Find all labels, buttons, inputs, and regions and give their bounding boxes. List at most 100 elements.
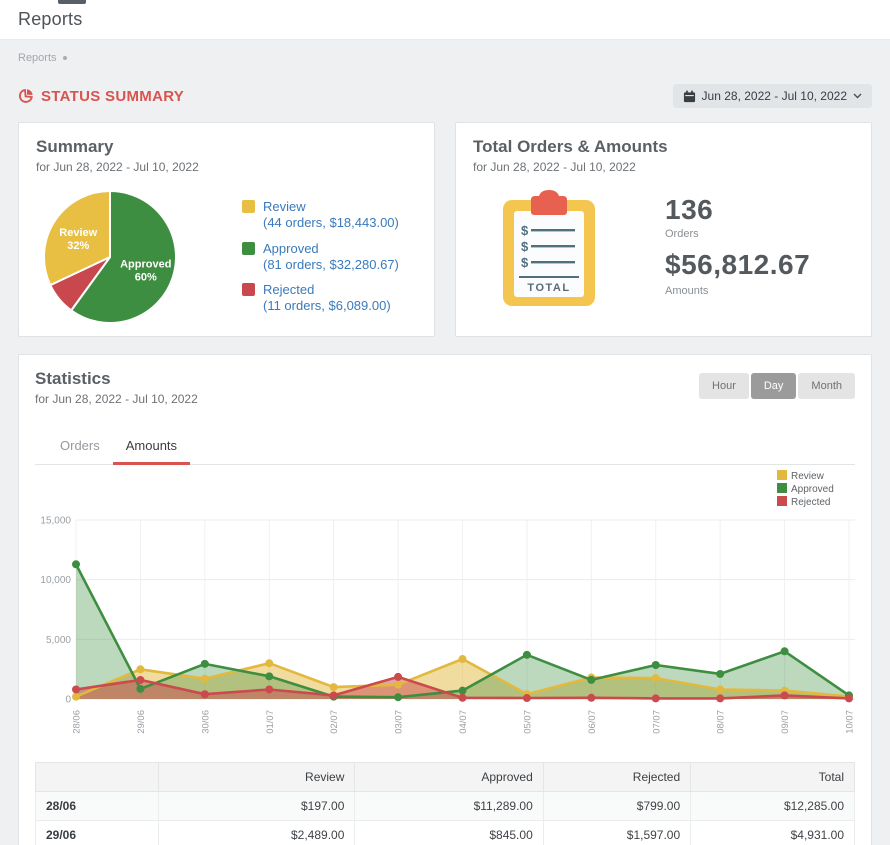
data-point-approved[interactable]: [136, 684, 145, 693]
row-value: $1,597.00: [542, 820, 692, 845]
amounts-table-header: Review Approved Rejected Total: [35, 762, 855, 792]
statistics-title: Statistics: [35, 369, 111, 388]
data-point-rejected[interactable]: [200, 690, 209, 699]
pie-slice-label: Review 32%: [59, 227, 97, 252]
ui-artifact: [58, 0, 86, 4]
data-point-review[interactable]: [394, 680, 403, 689]
x-axis-label: 04/07: [458, 710, 469, 734]
chart-legend-swatch: [777, 470, 787, 480]
column-header-rejected: Rejected: [542, 762, 692, 792]
data-point-rejected[interactable]: [845, 694, 853, 703]
legend-swatch: [242, 200, 255, 213]
pie-slice-approved[interactable]: [70, 190, 177, 324]
date-range-picker[interactable]: Jun 28, 2022 - Jul 10, 2022: [672, 84, 872, 108]
orders-label: Orders: [665, 228, 699, 240]
tab-orders[interactable]: Orders: [60, 438, 100, 453]
summary-card: Summary for Jun 28, 2022 - Jul 10, 2022 …: [18, 122, 435, 337]
x-axis-label: 07/07: [651, 710, 662, 734]
x-axis-label: 06/07: [587, 710, 598, 734]
data-point-approved[interactable]: [394, 693, 403, 702]
stats-area-chart[interactable]: 28/06 29/06 30/06 01/07 02/07 03/07 04/07 05/07…: [35, 467, 875, 753]
summary-legend-item-review[interactable]: Review (44 orders, $18,443.00): [242, 199, 399, 232]
data-point-review[interactable]: [265, 659, 274, 668]
clipboard-total-icon: $ $ $ TOTAL: [503, 190, 595, 306]
status-pie-chart[interactable]: Approved 60% Review 32%: [40, 187, 180, 327]
chart-legend-swatch: [777, 483, 787, 493]
data-point-review[interactable]: [458, 655, 467, 664]
data-point-rejected[interactable]: [394, 672, 403, 681]
breadcrumb-item[interactable]: Reports: [18, 52, 57, 64]
amounts-label: Amounts: [665, 285, 709, 297]
data-point-review[interactable]: [651, 674, 660, 683]
chart-legend-swatch: [777, 496, 787, 506]
statistics-card: Statistics for Jun 28, 2022 - Jul 10, 20…: [18, 354, 872, 845]
range-buttons: Hour Day Month: [699, 373, 855, 399]
data-point-review[interactable]: [72, 692, 80, 701]
row-value: $2,489.00: [157, 820, 356, 845]
chart-legend-label: Approved: [791, 484, 834, 495]
row-value: $845.00: [354, 820, 544, 845]
svg-text:$: $: [521, 239, 529, 254]
data-point-rejected[interactable]: [265, 685, 274, 694]
data-point-approved[interactable]: [458, 686, 467, 695]
data-point-rejected[interactable]: [329, 691, 338, 700]
data-point-approved[interactable]: [716, 669, 725, 678]
range-button-day[interactable]: Day: [750, 373, 797, 399]
data-point-rejected[interactable]: [587, 693, 596, 702]
page-title: Reports: [18, 9, 83, 29]
pie-chart-icon: [19, 88, 33, 103]
data-point-approved[interactable]: [780, 647, 789, 656]
data-point-rejected[interactable]: [72, 685, 80, 694]
x-axis-label: 29/06: [136, 710, 147, 734]
data-point-rejected[interactable]: [780, 691, 789, 700]
data-point-rejected[interactable]: [458, 693, 467, 702]
legend-label: Approved: [263, 240, 319, 256]
summary-legend-item-approved[interactable]: Approved (81 orders, $32,280.67): [242, 241, 399, 274]
column-header-total: Total: [690, 762, 855, 792]
y-axis-label: 0: [65, 695, 71, 706]
pie-slice-review[interactable]: [43, 190, 111, 287]
data-point-review[interactable]: [329, 683, 338, 692]
data-point-review[interactable]: [136, 665, 145, 674]
data-point-review[interactable]: [716, 685, 725, 694]
summary-legend-item-rejected[interactable]: Rejected (11 orders, $6,089.00): [242, 282, 399, 315]
app-header: Reports: [0, 0, 890, 40]
clipboard-total-label: TOTAL: [527, 282, 570, 294]
data-point-rejected[interactable]: [651, 694, 660, 703]
data-point-approved[interactable]: [651, 660, 660, 669]
x-axis-label: 09/07: [780, 710, 791, 734]
data-point-approved[interactable]: [522, 650, 531, 659]
tab-amounts[interactable]: Amounts: [112, 430, 191, 465]
data-point-approved[interactable]: [72, 560, 80, 569]
breadcrumb-dot-icon: [62, 56, 67, 60]
summary-card-subtitle: for Jun 28, 2022 - Jul 10, 2022: [36, 160, 199, 174]
range-button-month[interactable]: Month: [798, 373, 855, 399]
range-button-hour[interactable]: Hour: [699, 373, 749, 399]
data-point-approved[interactable]: [200, 659, 209, 668]
x-axis-label: 05/07: [522, 710, 533, 734]
data-point-approved[interactable]: [265, 672, 274, 681]
legend-detail: (81 orders, $32,280.67): [263, 256, 399, 272]
chevron-down-icon: [853, 93, 862, 99]
svg-text:$: $: [521, 255, 529, 270]
data-point-rejected[interactable]: [136, 675, 145, 684]
breadcrumb: Reports: [18, 52, 872, 64]
data-point-rejected[interactable]: [716, 694, 725, 703]
totals-card: Total Orders & Amounts for Jun 28, 2022 …: [455, 122, 872, 337]
y-axis-label: 10,000: [40, 575, 71, 586]
data-point-approved[interactable]: [587, 675, 596, 684]
x-axis-label: 01/07: [265, 710, 276, 734]
table-row: 29/06 $2,489.00 $845.00 $1,597.00 $4,931.00: [35, 820, 855, 845]
row-value: $4,931.00: [690, 820, 855, 845]
x-axis-label: 03/07: [394, 710, 405, 734]
row-date: 28/06: [35, 791, 159, 821]
data-point-review[interactable]: [200, 674, 209, 683]
svg-text:$: $: [521, 223, 529, 238]
chart-legend-label: Rejected: [791, 497, 830, 508]
column-header-review: Review: [157, 762, 356, 792]
data-point-rejected[interactable]: [522, 694, 531, 703]
x-axis-label: 30/06: [200, 710, 211, 734]
summary-card-title: Summary: [36, 137, 114, 156]
amounts-total: $56,812.67: [665, 249, 811, 280]
row-value: $799.00: [542, 791, 692, 821]
